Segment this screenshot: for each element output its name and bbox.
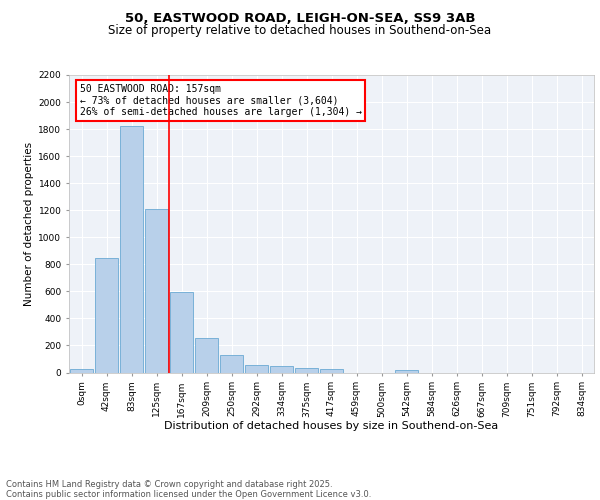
Bar xyxy=(269,366,293,372)
Bar xyxy=(170,292,193,372)
Bar xyxy=(295,368,319,372)
Bar xyxy=(70,369,94,372)
Bar xyxy=(95,258,118,372)
Y-axis label: Number of detached properties: Number of detached properties xyxy=(24,142,34,306)
Bar xyxy=(245,366,268,372)
Bar xyxy=(194,338,218,372)
Text: 50, EASTWOOD ROAD, LEIGH-ON-SEA, SS9 3AB: 50, EASTWOOD ROAD, LEIGH-ON-SEA, SS9 3AB xyxy=(125,12,475,26)
Bar xyxy=(320,369,343,372)
Bar xyxy=(220,355,244,372)
X-axis label: Distribution of detached houses by size in Southend-on-Sea: Distribution of detached houses by size … xyxy=(164,420,499,430)
Bar xyxy=(395,370,418,372)
Text: Contains HM Land Registry data © Crown copyright and database right 2025.
Contai: Contains HM Land Registry data © Crown c… xyxy=(6,480,371,499)
Text: 50 EASTWOOD ROAD: 157sqm
← 73% of detached houses are smaller (3,604)
26% of sem: 50 EASTWOOD ROAD: 157sqm ← 73% of detach… xyxy=(79,84,361,117)
Bar xyxy=(145,209,169,372)
Text: Size of property relative to detached houses in Southend-on-Sea: Size of property relative to detached ho… xyxy=(109,24,491,37)
Bar xyxy=(119,126,143,372)
